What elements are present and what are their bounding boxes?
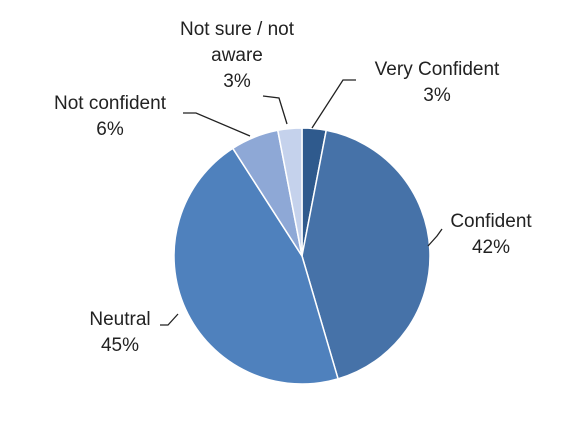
leader-line bbox=[311, 79, 356, 129]
value-label: 3% bbox=[223, 71, 251, 92]
category-label: Neutral bbox=[89, 309, 151, 330]
slice-label: Neutral 45% bbox=[50, 307, 190, 359]
value-label: 45% bbox=[100, 335, 140, 356]
pie-slice bbox=[173, 147, 339, 385]
leader-line bbox=[262, 95, 288, 125]
leader-line bbox=[183, 112, 251, 137]
slices bbox=[173, 127, 431, 385]
category-label: Confident bbox=[450, 211, 532, 232]
pie-slice bbox=[276, 127, 303, 257]
slice-label: Very Confident 3% bbox=[362, 57, 512, 109]
leader-line bbox=[427, 228, 443, 247]
slice-label: Confident 42% bbox=[426, 209, 556, 261]
slice-label: Not sure / not aware 3% bbox=[162, 17, 312, 95]
leader-lines bbox=[160, 79, 443, 326]
category-label: Very Confident bbox=[374, 59, 500, 80]
leader-line bbox=[160, 313, 179, 326]
category-label: Not sure / not aware bbox=[179, 19, 295, 66]
value-label: 3% bbox=[423, 85, 451, 106]
value-label: 42% bbox=[471, 237, 511, 258]
slice-label: Not confident 6% bbox=[30, 91, 190, 143]
pie-slice bbox=[301, 129, 431, 380]
category-label: Not confident bbox=[54, 93, 166, 114]
value-label: 6% bbox=[96, 119, 124, 140]
